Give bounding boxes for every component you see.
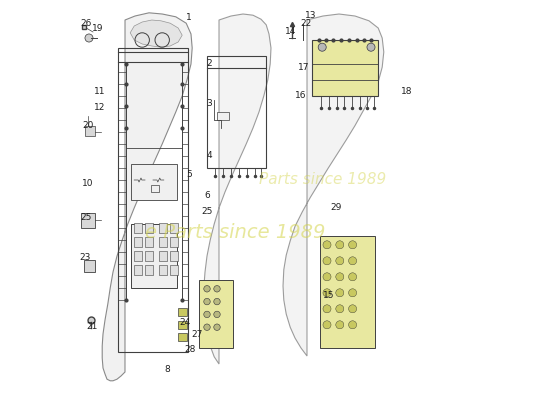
Bar [145, 251, 153, 261]
Text: Parts since 1989: Parts since 1989 [260, 172, 387, 188]
Bar [131, 224, 177, 288]
Circle shape [204, 298, 210, 305]
Text: 14: 14 [284, 28, 296, 36]
Circle shape [214, 286, 220, 292]
Text: 3: 3 [206, 100, 212, 108]
Circle shape [349, 305, 356, 313]
Text: 6: 6 [204, 192, 210, 200]
Bar [170, 223, 178, 233]
Bar [159, 237, 167, 247]
Bar [170, 265, 178, 275]
Circle shape [214, 324, 220, 330]
Circle shape [214, 311, 220, 318]
Bar [159, 223, 167, 233]
Circle shape [336, 273, 344, 281]
Text: 21: 21 [86, 322, 97, 331]
Text: 10: 10 [82, 180, 94, 188]
Text: 23: 23 [79, 254, 90, 262]
Circle shape [204, 286, 210, 292]
Text: 15: 15 [323, 292, 335, 300]
Text: 25: 25 [80, 214, 91, 222]
Text: e Parts since 1989: e Parts since 1989 [145, 222, 325, 242]
Bar [134, 251, 142, 261]
Bar [85, 126, 95, 136]
Polygon shape [102, 13, 192, 381]
Bar [170, 251, 178, 261]
Circle shape [204, 324, 210, 330]
Bar [207, 56, 266, 168]
Circle shape [323, 321, 331, 329]
Bar [134, 265, 142, 275]
Bar [84, 260, 95, 272]
Circle shape [349, 273, 356, 281]
Text: 2: 2 [206, 60, 212, 68]
Circle shape [323, 241, 331, 249]
Bar [81, 213, 95, 228]
Circle shape [214, 298, 220, 305]
Bar [118, 48, 188, 352]
Text: 18: 18 [402, 88, 412, 96]
Circle shape [323, 305, 331, 313]
Bar [178, 321, 187, 329]
Text: 25: 25 [201, 207, 213, 216]
Bar [145, 265, 153, 275]
Text: 29: 29 [330, 204, 342, 212]
Bar [178, 333, 187, 341]
Circle shape [349, 241, 356, 249]
Text: 1: 1 [186, 14, 192, 22]
Text: 5: 5 [186, 170, 192, 178]
Bar [145, 223, 153, 233]
Text: 27: 27 [192, 330, 203, 339]
Circle shape [336, 289, 344, 297]
Bar [159, 251, 167, 261]
Circle shape [336, 321, 344, 329]
Text: 19: 19 [92, 24, 103, 33]
Circle shape [336, 241, 344, 249]
Circle shape [323, 289, 331, 297]
Bar [145, 237, 153, 247]
Text: 26: 26 [80, 19, 91, 28]
Polygon shape [130, 20, 182, 47]
Circle shape [336, 257, 344, 265]
Circle shape [204, 311, 210, 318]
Circle shape [349, 289, 356, 297]
Text: 12: 12 [94, 104, 106, 112]
Text: 13: 13 [305, 12, 317, 20]
Bar [151, 185, 159, 192]
Text: 8: 8 [164, 366, 170, 374]
Circle shape [323, 273, 331, 281]
Bar [134, 223, 142, 233]
Bar [170, 237, 178, 247]
Bar [320, 236, 375, 348]
Circle shape [349, 257, 356, 265]
Circle shape [318, 43, 326, 51]
Text: 4: 4 [206, 152, 212, 160]
Circle shape [323, 257, 331, 265]
Bar [159, 265, 167, 275]
Circle shape [349, 321, 356, 329]
Polygon shape [204, 14, 271, 364]
Bar [312, 40, 378, 96]
Circle shape [336, 305, 344, 313]
Bar [178, 308, 187, 316]
Text: 16: 16 [295, 92, 307, 100]
Text: 24: 24 [179, 318, 190, 327]
Text: 11: 11 [94, 88, 106, 96]
Text: 20: 20 [82, 122, 94, 130]
Text: 22: 22 [300, 20, 312, 28]
Bar [131, 164, 177, 200]
Bar [199, 280, 233, 348]
Polygon shape [283, 14, 384, 356]
Text: 28: 28 [184, 345, 196, 354]
Circle shape [85, 34, 93, 42]
Text: 17: 17 [298, 64, 310, 72]
Bar [134, 237, 142, 247]
Circle shape [367, 43, 375, 51]
Bar [217, 112, 229, 120]
